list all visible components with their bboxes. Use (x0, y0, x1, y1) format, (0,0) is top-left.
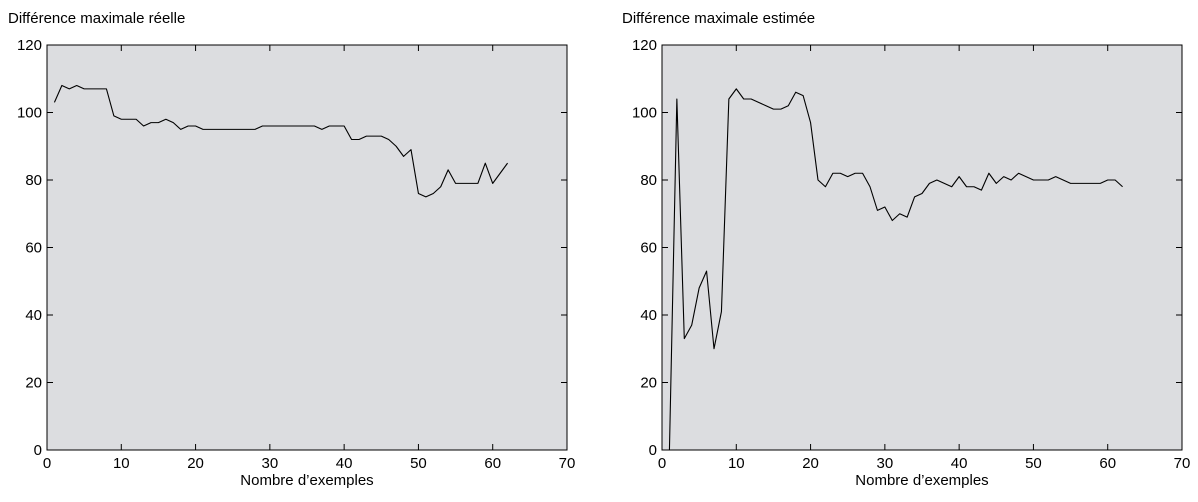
y-tick-label: 60 (640, 240, 657, 257)
y-tick-label: 40 (25, 307, 42, 324)
plot-area (661, 44, 1183, 451)
x-tick-label: 10 (113, 455, 130, 472)
y-tick-label: 120 (17, 37, 42, 54)
x-axis-label: Nombre d’exemples (240, 472, 373, 489)
x-tick-label: 40 (336, 455, 353, 472)
y-tick-label: 60 (25, 240, 42, 257)
chart-reelle: Différence maximale réelle02040608010012… (8, 10, 575, 489)
x-axis-label: Nombre d’exemples (855, 472, 988, 489)
y-tick-label: 20 (640, 375, 657, 392)
series-line (662, 88, 1123, 451)
x-tick-label: 20 (187, 455, 204, 472)
x-tick-label: 40 (951, 455, 968, 472)
y-tick-label: 40 (640, 307, 657, 324)
y-tick-label: 80 (640, 172, 657, 189)
chart-title: Différence maximale estimée (622, 10, 815, 27)
chart-estimee: Différence maximale estimée0204060801001… (622, 10, 1190, 489)
y-tick-label: 20 (25, 375, 42, 392)
x-tick-label: 20 (802, 455, 819, 472)
series-line (53, 84, 509, 198)
x-tick-label: 30 (877, 455, 894, 472)
x-tick-label: 30 (262, 455, 279, 472)
x-tick-label: 50 (1025, 455, 1042, 472)
y-tick-label: 80 (25, 172, 42, 189)
x-tick-label: 10 (728, 455, 745, 472)
x-tick-label: 70 (559, 455, 576, 472)
x-tick-label: 0 (43, 455, 51, 472)
y-tick-label: 100 (17, 105, 42, 122)
x-tick-label: 60 (1099, 455, 1116, 472)
x-tick-label: 70 (1174, 455, 1191, 472)
y-tick-label: 100 (632, 105, 657, 122)
y-tick-label: 0 (649, 442, 657, 459)
x-tick-label: 0 (658, 455, 666, 472)
y-tick-label: 120 (632, 37, 657, 54)
chart-title: Différence maximale réelle (8, 10, 185, 27)
plot-area (46, 44, 568, 451)
x-tick-label: 60 (484, 455, 501, 472)
y-tick-label: 0 (34, 442, 42, 459)
x-tick-label: 50 (410, 455, 427, 472)
